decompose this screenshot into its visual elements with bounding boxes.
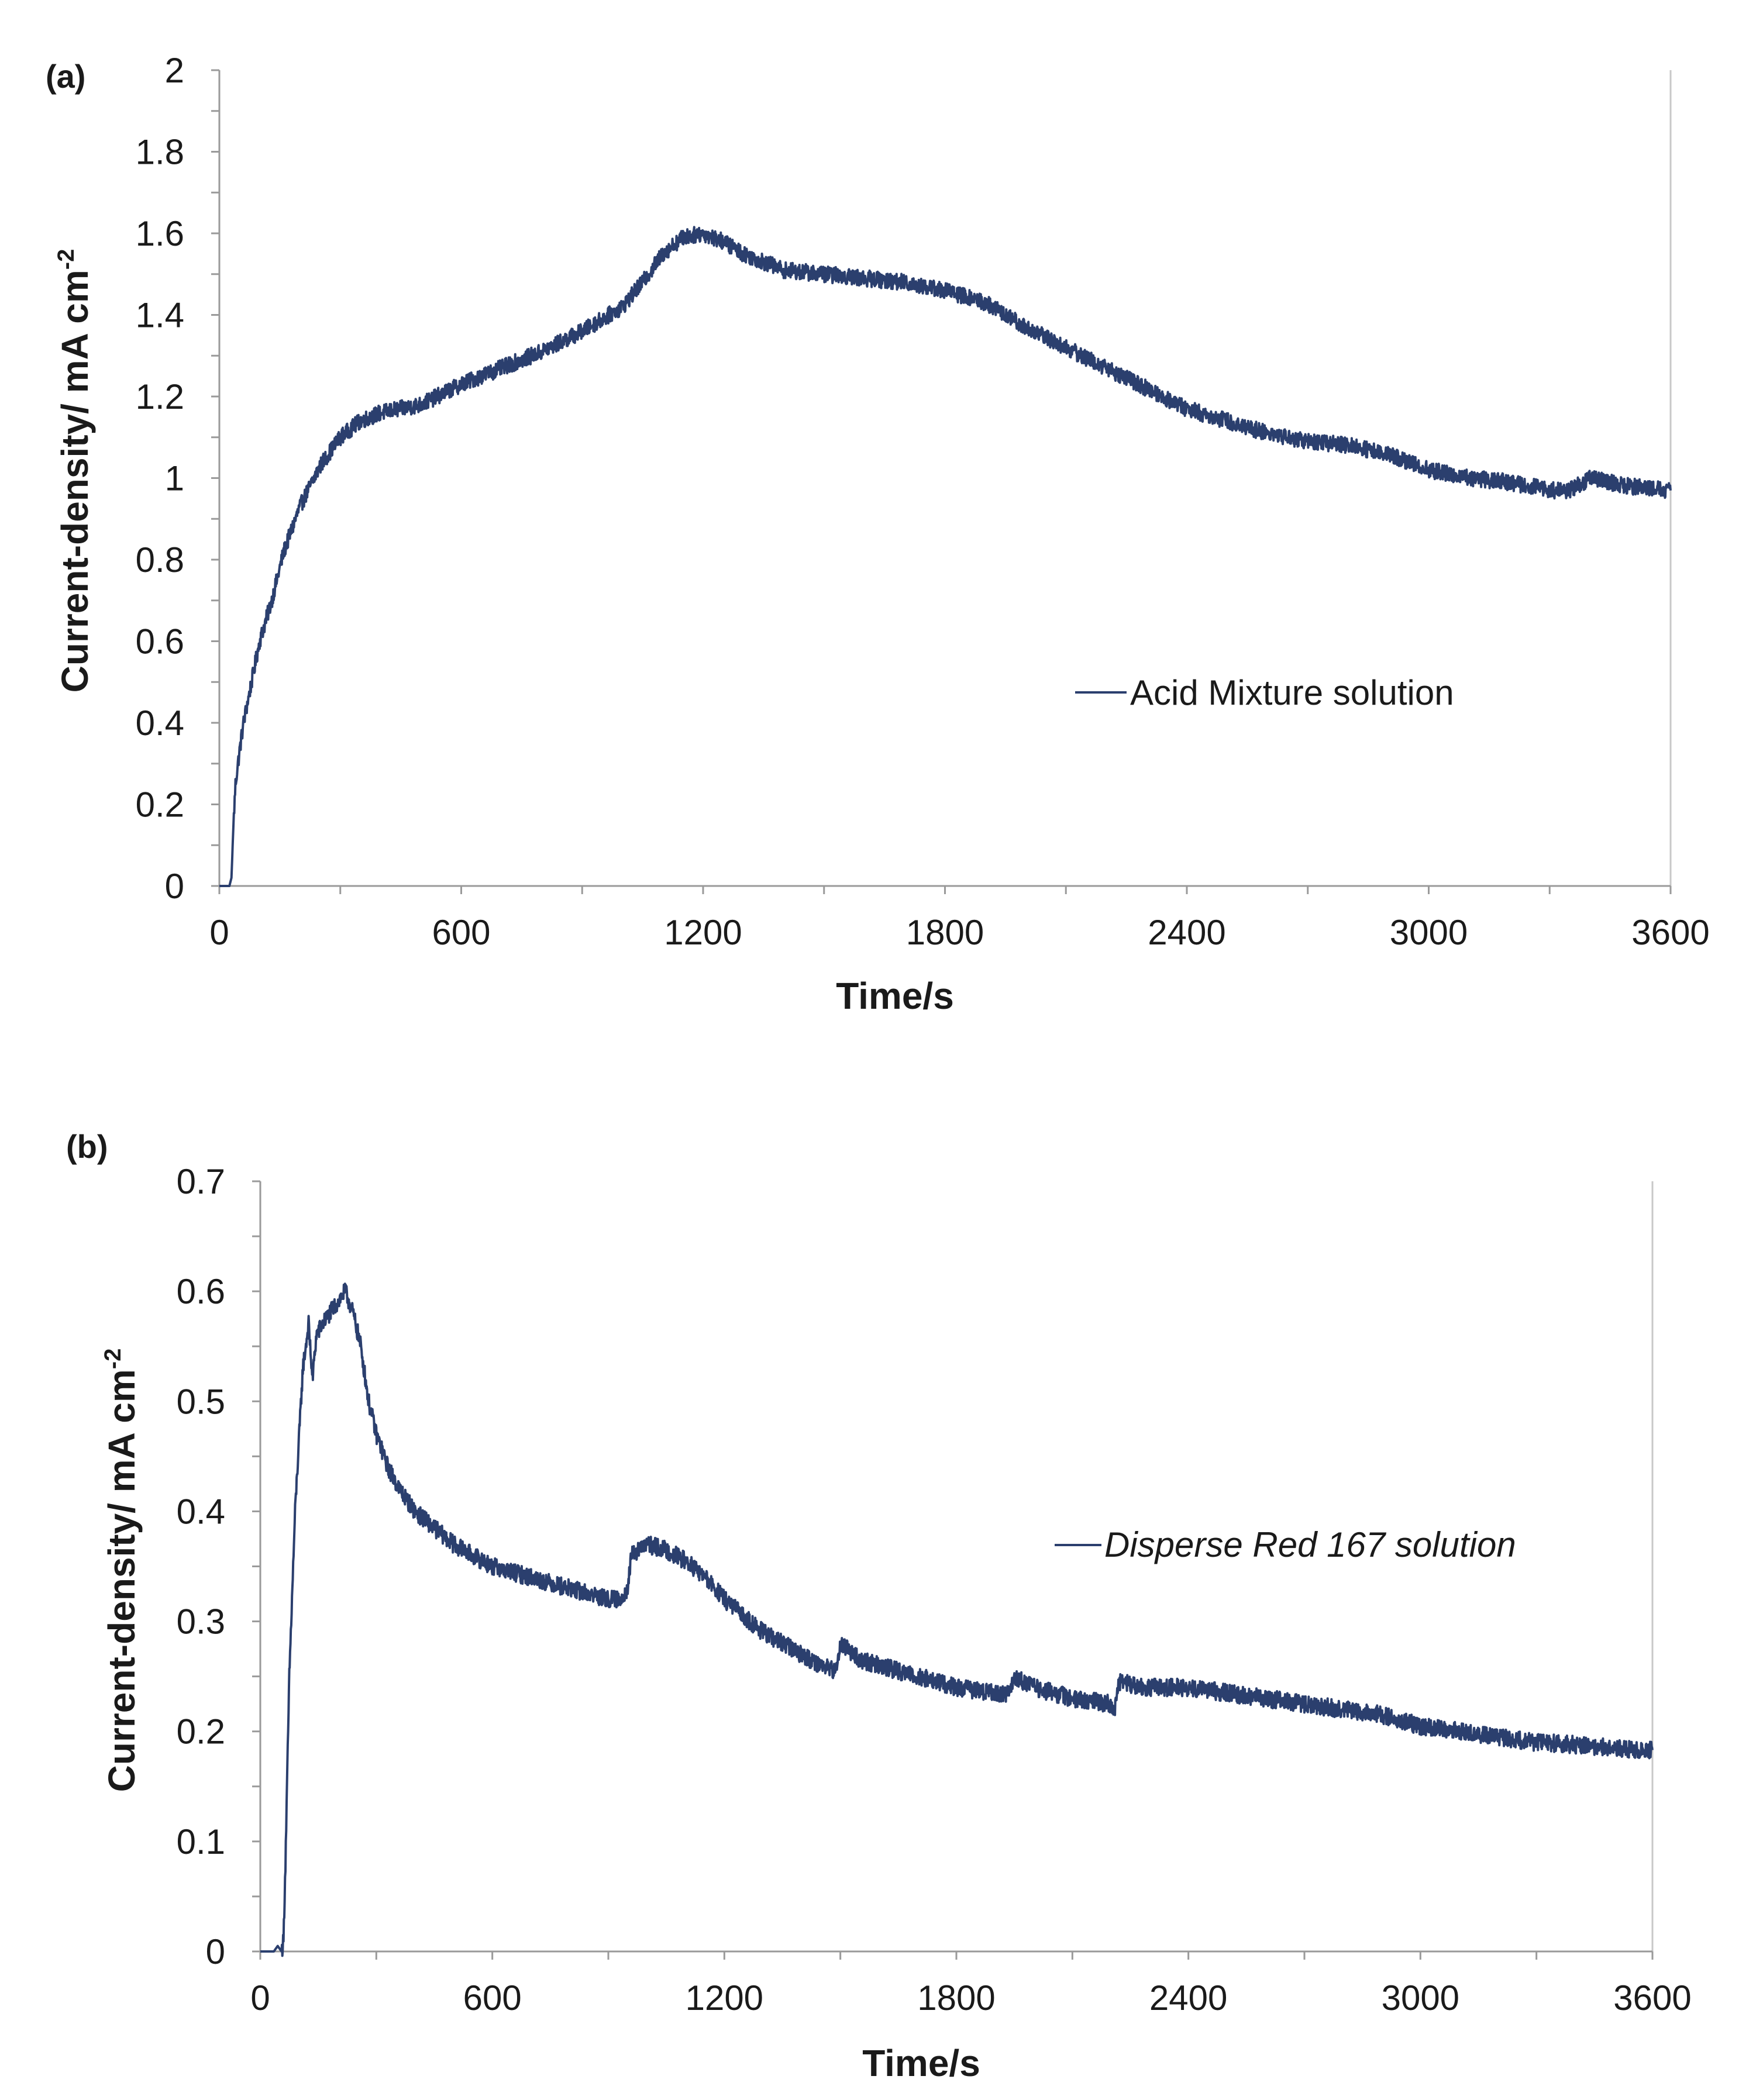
x-tick-label: 1200: [664, 913, 742, 952]
chart-series: [259, 1282, 1654, 1957]
y-tick-label: 0: [206, 1932, 225, 1971]
x-tick-label: 3600: [1613, 1978, 1691, 2018]
chart-series: [218, 226, 1672, 887]
y-tick-label: 1.2: [136, 377, 184, 416]
y-axis-title-main: Current-density/ mA cm: [101, 1369, 143, 1792]
y-tick-label: 0.4: [136, 704, 184, 743]
y-axis-title-superscript: -2: [100, 1349, 126, 1370]
x-tick-label: 2400: [1148, 913, 1225, 952]
y-axis-title: Current-density/ mA cm-2: [100, 1349, 143, 1792]
legend: Disperse Red 167 solution: [1055, 1525, 1516, 1564]
chart-a: (a) 0 0.2 0.4 0.6 0.8 1 1.2 1.4 1.6 1.8 2 0 600 1200 1…: [46, 51, 1710, 1017]
x-axis-title: Time/s: [836, 975, 954, 1017]
y-tick-label: 0.6: [136, 622, 184, 661]
x-tick-label: 1800: [906, 913, 984, 952]
legend: Acid Mixture solution: [1075, 673, 1454, 712]
series-line: [259, 1282, 1654, 1957]
y-tick-label: 1.6: [136, 214, 184, 253]
chart-b: (b) 0 0.1 0.2 0.3 0.4 0.5 0.6 0.7 0 600 1200 1800 24…: [66, 1128, 1692, 2084]
x-tick-label: 2400: [1149, 1978, 1227, 2018]
y-tick-label: 1: [165, 459, 184, 498]
x-tick-label: 3600: [1631, 913, 1709, 952]
chart-ticks: 0 0.1 0.2 0.3 0.4 0.5 0.6 0.7 0 600 1200 1800 2400 30…: [177, 1162, 1692, 2018]
y-tick-label: 0.1: [177, 1822, 225, 1861]
legend-label: Acid Mixture solution: [1130, 673, 1454, 712]
y-tick-label: 1.8: [136, 133, 184, 172]
y-tick-label: 0.8: [136, 540, 184, 580]
y-tick-label: 0.4: [177, 1492, 225, 1531]
x-tick-label: 0: [250, 1978, 270, 2018]
y-axis-title-superscript: -2: [53, 249, 79, 270]
y-tick-label: 0.6: [177, 1272, 225, 1311]
y-tick-label: 0.2: [136, 785, 184, 825]
x-tick-label: 1800: [917, 1978, 995, 2018]
x-tick-label: 0: [209, 913, 229, 952]
x-tick-label: 3000: [1382, 1978, 1459, 2018]
panel-label: (b): [66, 1128, 108, 1165]
y-tick-label: 0: [165, 867, 184, 906]
y-tick-label: 0.5: [177, 1382, 225, 1421]
y-tick-label: 0.3: [177, 1602, 225, 1642]
panel-label: (a): [46, 58, 85, 95]
x-tick-label: 600: [463, 1978, 522, 2018]
legend-label: Disperse Red 167 solution: [1104, 1525, 1516, 1564]
y-tick-label: 0.2: [177, 1712, 225, 1751]
y-axis-title: Current-density/ mA cm-2: [53, 249, 96, 693]
x-axis-title: Time/s: [862, 2042, 980, 2084]
y-tick-label: 2: [165, 51, 184, 90]
y-axis-title-main: Current-density/ mA cm: [54, 270, 96, 692]
x-tick-label: 600: [432, 913, 490, 952]
x-tick-label: 3000: [1390, 913, 1468, 952]
series-line: [218, 226, 1672, 887]
chart-ticks: 0 0.2 0.4 0.6 0.8 1 1.2 1.4 1.6 1.8 2 0 600 1200 1800 2…: [136, 51, 1710, 952]
y-tick-label: 1.4: [136, 296, 184, 335]
y-tick-label: 0.7: [177, 1162, 225, 1201]
x-tick-label: 1200: [686, 1978, 763, 2018]
